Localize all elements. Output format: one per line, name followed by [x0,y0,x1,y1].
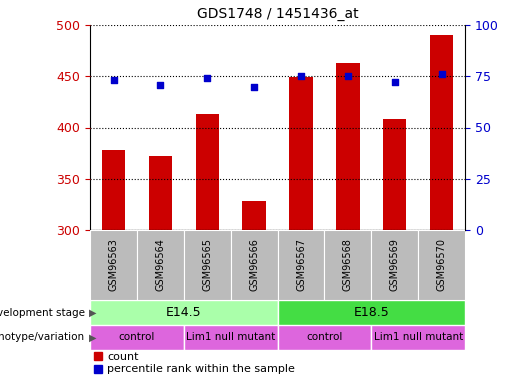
Bar [231,230,278,300]
Text: ▶: ▶ [89,308,97,318]
Text: count: count [107,352,139,362]
Text: GSM96566: GSM96566 [249,238,259,291]
Bar [278,300,465,325]
Bar [90,325,184,350]
Text: GSM96568: GSM96568 [343,238,353,291]
Point [203,75,212,81]
Text: ▶: ▶ [89,333,97,342]
Bar [289,77,313,230]
Point [297,74,305,80]
Bar [324,230,371,300]
Bar [90,300,278,325]
Bar [149,156,172,230]
Point [438,71,446,77]
Point [109,77,117,83]
Bar [371,325,465,350]
Text: GSM96563: GSM96563 [109,238,118,291]
Bar [196,114,219,230]
Point [157,81,165,87]
Bar [278,230,324,300]
Text: control: control [306,333,342,342]
Bar [184,325,278,350]
Text: genotype/variation: genotype/variation [0,333,85,342]
Bar [243,201,266,230]
Text: GSM96565: GSM96565 [202,238,212,291]
Bar [184,230,231,300]
Bar [383,119,406,230]
Bar [336,63,359,230]
Bar [94,352,102,360]
Text: control: control [119,333,155,342]
Point [250,84,258,90]
Point [344,74,352,80]
Bar [137,230,184,300]
Bar [418,230,465,300]
Point [390,80,399,86]
Text: Lim1 null mutant: Lim1 null mutant [186,333,276,342]
Text: E14.5: E14.5 [166,306,202,319]
Bar [94,365,102,373]
Bar [278,325,371,350]
Title: GDS1748 / 1451436_at: GDS1748 / 1451436_at [197,8,358,21]
Text: development stage: development stage [0,308,85,318]
Bar [371,230,418,300]
Text: GSM96569: GSM96569 [390,238,400,291]
Bar [430,35,453,230]
Bar [102,150,125,230]
Text: GSM96570: GSM96570 [437,238,447,291]
Text: percentile rank within the sample: percentile rank within the sample [107,364,295,375]
Text: E18.5: E18.5 [353,306,389,319]
Bar [90,230,137,300]
Text: Lim1 null mutant: Lim1 null mutant [373,333,463,342]
Text: GSM96567: GSM96567 [296,238,306,291]
Text: GSM96564: GSM96564 [156,238,165,291]
